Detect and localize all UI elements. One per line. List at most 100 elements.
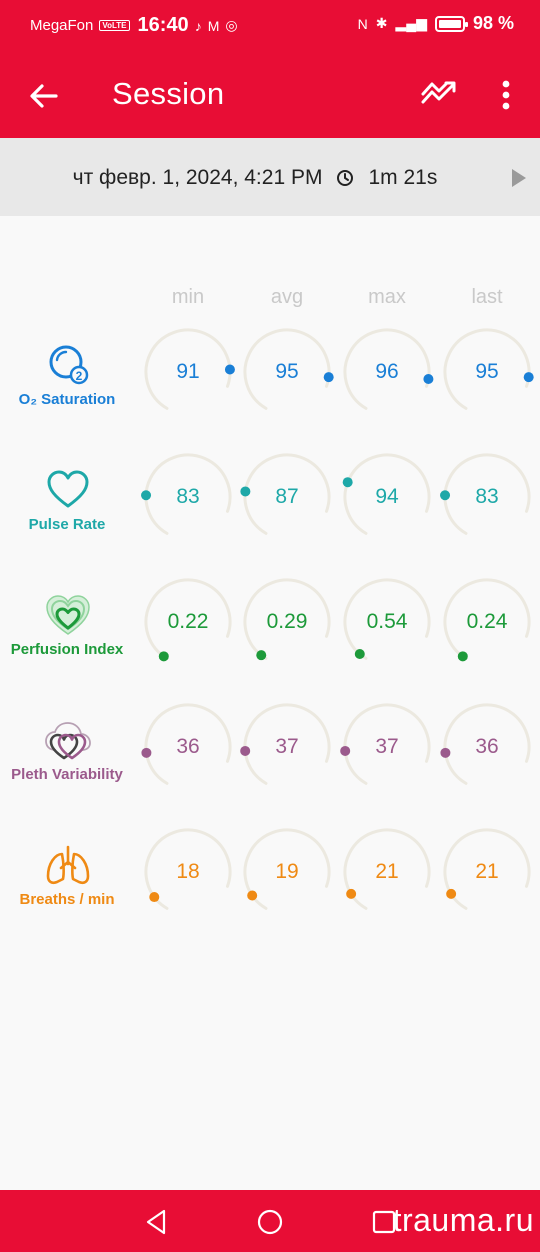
gauge-breaths-avg: 19 — [237, 822, 337, 922]
gauge-arc — [340, 703, 431, 785]
gauge-track — [144, 828, 232, 910]
svg-text:2: 2 — [76, 369, 83, 383]
gauge-level-dot — [256, 650, 267, 661]
gauge-value: 37 — [375, 735, 399, 758]
gauge-breaths-min: 18 — [138, 822, 238, 922]
gauge-value: 21 — [475, 860, 499, 883]
battery-fill — [438, 19, 461, 28]
gauge-level-dot — [342, 477, 353, 488]
bluetooth-icon: ✱ — [375, 15, 388, 31]
gauge-o2-last: 95 — [437, 322, 537, 422]
gauge-pleth-max: 37 — [337, 697, 437, 797]
gauge-track — [243, 578, 331, 660]
gauge-arc — [240, 453, 331, 535]
nav-home-button[interactable] — [256, 1208, 284, 1236]
status-bar: MegaFon VoLTE 16:40 ♪ M ◎ N ✱ ▂▄▆ 98 % — [0, 0, 540, 52]
gauge-pulse-avg: 87 — [237, 447, 337, 547]
o2-icon: 2 — [49, 345, 89, 385]
nav-back-button[interactable] — [142, 1208, 170, 1236]
nav-recents-icon — [372, 1210, 396, 1234]
gauge-track — [343, 578, 431, 660]
gauge-level-dot — [340, 745, 351, 756]
gauge-pulse-max: 94 — [337, 447, 437, 547]
gauge-pulse-last: 83 — [437, 447, 537, 547]
gauge-arc — [443, 828, 531, 910]
gauge-perfusion-last: 0.24 — [437, 572, 537, 672]
carrier-name: MegaFon — [30, 17, 94, 34]
nav-home-icon — [257, 1209, 283, 1235]
battery-icon — [434, 15, 468, 32]
gauge-arc — [144, 828, 232, 910]
gauge-track — [443, 578, 531, 660]
trend-icon — [421, 81, 456, 104]
gauge-level-dot — [141, 747, 152, 758]
gauge-track — [144, 328, 232, 410]
gauge-arc — [342, 453, 431, 535]
column-header-avg: avg — [270, 286, 304, 308]
gauge-value: 96 — [375, 360, 399, 383]
metric-label-perfusion: Perfusion Index — [10, 641, 124, 658]
gauge-track — [443, 828, 531, 910]
gauge-level-dot — [149, 892, 160, 903]
metric-label-pulse: Pulse Rate — [28, 516, 106, 533]
watermark: trauma.ru — [392, 1202, 534, 1238]
gauge-o2-max: 96 — [337, 322, 437, 422]
gauge-arc — [440, 453, 531, 535]
gauge-track — [243, 703, 331, 785]
gauge-track — [144, 703, 232, 785]
gauge-track — [343, 703, 431, 785]
gauge-value: 83 — [475, 485, 499, 508]
gauge-arc — [343, 828, 431, 910]
session-datetime: чт февр. 1, 2024, 4:21 PM — [72, 166, 323, 189]
trend-button[interactable] — [420, 76, 460, 112]
app-bar: Session — [0, 52, 540, 138]
gauge-arc — [144, 328, 235, 410]
gauge-arc — [443, 578, 531, 662]
status-left: MegaFon VoLTE 16:40 ♪ M ◎ — [30, 14, 238, 37]
volte-badge: VoLTE — [99, 20, 130, 31]
column-header-max: max — [368, 286, 406, 308]
gauge-level-dot — [354, 648, 365, 659]
play-button[interactable] — [510, 168, 528, 188]
gauge-pleth-avg: 37 — [237, 697, 337, 797]
gauge-value: 18 — [176, 860, 200, 883]
gauge-track — [443, 453, 531, 535]
gauge-value: 37 — [275, 735, 299, 758]
gauge-value: 36 — [176, 735, 200, 758]
gauge-track — [243, 328, 331, 410]
gauge-level-dot — [240, 486, 251, 497]
play-icon — [512, 169, 526, 187]
gauge-pleth-min: 36 — [138, 697, 238, 797]
gauge-level-dot — [523, 372, 534, 383]
gauge-perfusion-avg: 0.29 — [237, 572, 337, 672]
nav-recents-button[interactable] — [370, 1208, 398, 1236]
gauge-arc — [443, 328, 534, 410]
gauge-arc — [144, 578, 232, 662]
heart-icon — [47, 470, 89, 508]
gauge-value: 83 — [176, 485, 200, 508]
status-right: N ✱ ▂▄▆ 98 % — [358, 13, 514, 34]
tiktok-notification-icon: ♪ — [194, 17, 202, 34]
metric-label-breaths: Breaths / min — [19, 891, 115, 908]
session-bar: чт февр. 1, 2024, 4:21 PM 1m 21s — [0, 138, 540, 216]
gauge-track — [343, 453, 431, 535]
battery-percent: 98 % — [472, 13, 514, 33]
gauge-arc — [141, 453, 232, 535]
gauge-level-dot — [240, 745, 251, 756]
gauge-arc — [240, 703, 331, 785]
more-menu-button[interactable] — [494, 78, 518, 112]
gauge-perfusion-min: 0.22 — [138, 572, 238, 672]
column-header-last: last — [471, 286, 503, 308]
clock-icon — [337, 170, 354, 186]
back-button[interactable] — [26, 78, 62, 114]
pleth-heart-icon — [45, 722, 91, 760]
more-vert-icon — [502, 80, 510, 110]
gauge-perfusion-max: 0.54 — [337, 572, 437, 672]
gauge-arc — [243, 328, 334, 410]
gauge-level-dot — [457, 651, 468, 662]
gauge-level-dot — [323, 372, 334, 383]
navigation-bar: trauma.ru — [0, 1190, 540, 1252]
gauge-level-dot — [141, 490, 152, 501]
perfusion-heart-icon — [46, 595, 90, 635]
gauge-track — [343, 828, 431, 910]
